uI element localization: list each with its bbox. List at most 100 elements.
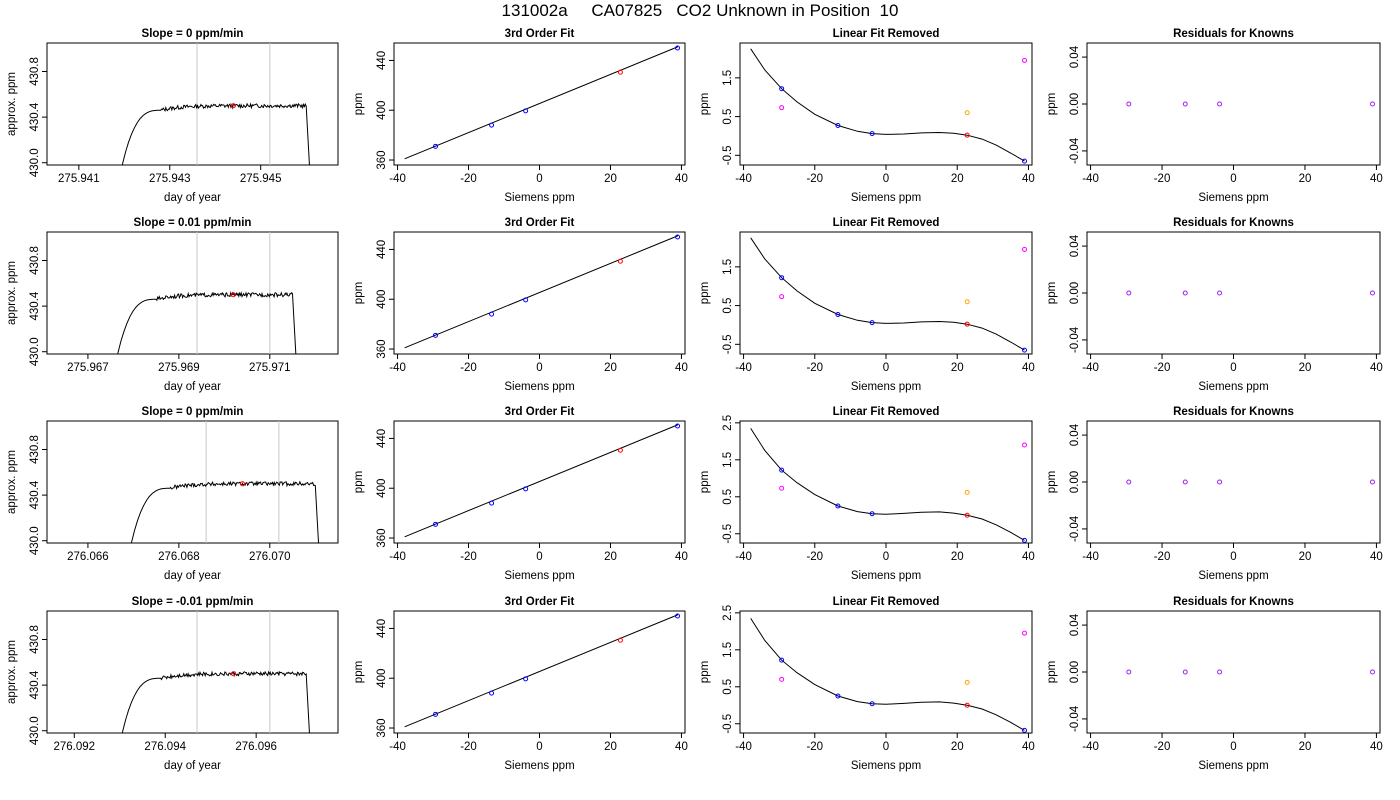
residual-fit-curve	[750, 428, 1025, 541]
fit-line	[404, 235, 679, 349]
y-tick-label: 430.8	[29, 625, 41, 654]
y-tick-label: 0.5	[722, 679, 734, 695]
y-tick-label: 0.00	[1069, 661, 1081, 683]
panel-title: Linear Fit Removed	[833, 28, 940, 40]
y-tick-label: 0.5	[722, 298, 734, 314]
panel: Residuals for Knowns -40 -20 0 20 40 -0.04 0.00…	[1046, 596, 1383, 772]
panel-title: Linear Fit Removed	[833, 406, 940, 418]
plot-frame	[46, 231, 339, 355]
y-tick-label: 2.5	[722, 415, 734, 431]
x-tick-label: 0	[1230, 741, 1236, 753]
plot-area	[404, 613, 681, 728]
known_raw-point	[779, 105, 785, 111]
residual-point	[1369, 101, 1375, 107]
panel-title: Residuals for Knowns	[1173, 406, 1294, 418]
y-tick-label: -0.5	[722, 714, 734, 734]
y-axis-label: approx. ppm	[6, 261, 18, 325]
panel: Slope = -0.01 ppm/min 276.092 276.094 276.0…	[6, 596, 339, 772]
known-point	[779, 657, 785, 663]
known-point	[433, 711, 439, 717]
y-tick-label: 430.4	[29, 670, 41, 699]
x-tick-label: 40	[1370, 741, 1383, 753]
y-tick-label: 0.5	[722, 489, 734, 505]
panel: Slope = 0 ppm/min 276.066 276.068 276.070 43…	[6, 406, 339, 582]
x-tick-label: 275.945	[240, 173, 282, 185]
x-tick-label: -40	[1082, 362, 1099, 374]
x-tick-label: 276.092	[53, 741, 95, 753]
x-tick-label: -20	[460, 551, 477, 563]
panel: 3rd Order Fit -40 -20 0 20 40 360 400 440 Siemens…	[353, 28, 688, 204]
y-axis-label: ppm	[353, 282, 365, 304]
y-tick-label: 0.00	[1069, 282, 1081, 304]
known-point	[489, 311, 495, 317]
y-axis-label: ppm	[1046, 471, 1058, 493]
unknown-point	[964, 512, 970, 518]
y-tick-label: 2.5	[722, 605, 734, 621]
y-axis-label: approx. ppm	[6, 640, 18, 704]
known-point	[489, 122, 495, 128]
x-tick-label: 40	[1370, 362, 1383, 374]
plot-area	[404, 234, 681, 349]
x-axis-label: Siemens ppm	[1198, 381, 1268, 393]
x-tick-label: 276.096	[235, 741, 277, 753]
y-tick-label: 1.5	[722, 259, 734, 275]
x-axis-label: Siemens ppm	[851, 381, 921, 393]
residual-point	[1182, 479, 1188, 485]
x-tick-label: 276.068	[158, 551, 200, 563]
x-tick-label: 40	[1022, 362, 1035, 374]
y-tick-label: 0.5	[722, 109, 734, 125]
fit-line	[404, 614, 679, 728]
x-tick-label: 0	[536, 173, 542, 185]
page-title: 131002a CA07825 CO2 Unknown in Position …	[501, 1, 899, 20]
mean-point	[240, 481, 246, 487]
x-tick-label: 0	[1230, 551, 1236, 563]
y-tick-label: 0.04	[1069, 423, 1081, 446]
concentration-trace	[130, 480, 320, 543]
y-axis-label: ppm	[353, 93, 365, 115]
x-tick-label: 40	[1022, 741, 1035, 753]
plot-area	[750, 48, 1028, 164]
known-point	[779, 275, 785, 281]
y-tick-label: 430.4	[29, 102, 41, 131]
plot-frame	[46, 42, 339, 166]
plot-area	[750, 237, 1028, 353]
panel-title: 3rd Order Fit	[505, 406, 575, 418]
known-point	[835, 503, 841, 509]
x-tick-label: -20	[460, 173, 477, 185]
x-axis-label: Siemens ppm	[851, 760, 921, 772]
x-axis-label: Siemens ppm	[504, 381, 574, 393]
x-tick-label: 275.967	[67, 362, 109, 374]
x-tick-label: -20	[806, 362, 823, 374]
known-point	[835, 693, 841, 699]
panel: Residuals for Knowns -40 -20 0 20 40 -0.04 0.00…	[1046, 406, 1383, 582]
y-tick-label: -0.04	[1069, 515, 1081, 542]
x-tick-label: -20	[1154, 551, 1171, 563]
known-point	[869, 511, 875, 517]
panel-title: Slope = 0.01 ppm/min	[134, 217, 252, 229]
x-tick-label: 40	[675, 362, 688, 374]
residual-point	[1182, 101, 1188, 107]
known-point	[523, 297, 529, 303]
known-point	[523, 486, 529, 492]
plot-frame	[739, 420, 1033, 544]
unknown-point	[964, 132, 970, 138]
known-point	[489, 500, 495, 506]
x-tick-label: -40	[735, 173, 752, 185]
y-tick-label: 400	[376, 101, 388, 120]
known-point	[433, 521, 439, 527]
residual-point	[1217, 290, 1223, 296]
x-tick-label: -40	[389, 362, 406, 374]
y-tick-label: 360	[376, 528, 388, 547]
y-tick-label: 1.5	[722, 70, 734, 86]
known-point	[523, 108, 529, 114]
residual-point	[1369, 290, 1375, 296]
plot-area	[121, 43, 310, 165]
x-tick-label: -20	[806, 741, 823, 753]
known-point	[835, 122, 841, 128]
y-tick-label: -0.04	[1069, 137, 1081, 164]
panel: Slope = 0.01 ppm/min 275.967 275.969 275.97…	[6, 217, 339, 393]
unknown_raw-point	[964, 299, 970, 305]
y-tick-label: -0.5	[722, 145, 734, 165]
y-tick-label: 1.5	[722, 452, 734, 468]
panel: Linear Fit Removed -40 -20 0 20 40 -0.5 0.5 1.5 2…	[699, 406, 1035, 582]
